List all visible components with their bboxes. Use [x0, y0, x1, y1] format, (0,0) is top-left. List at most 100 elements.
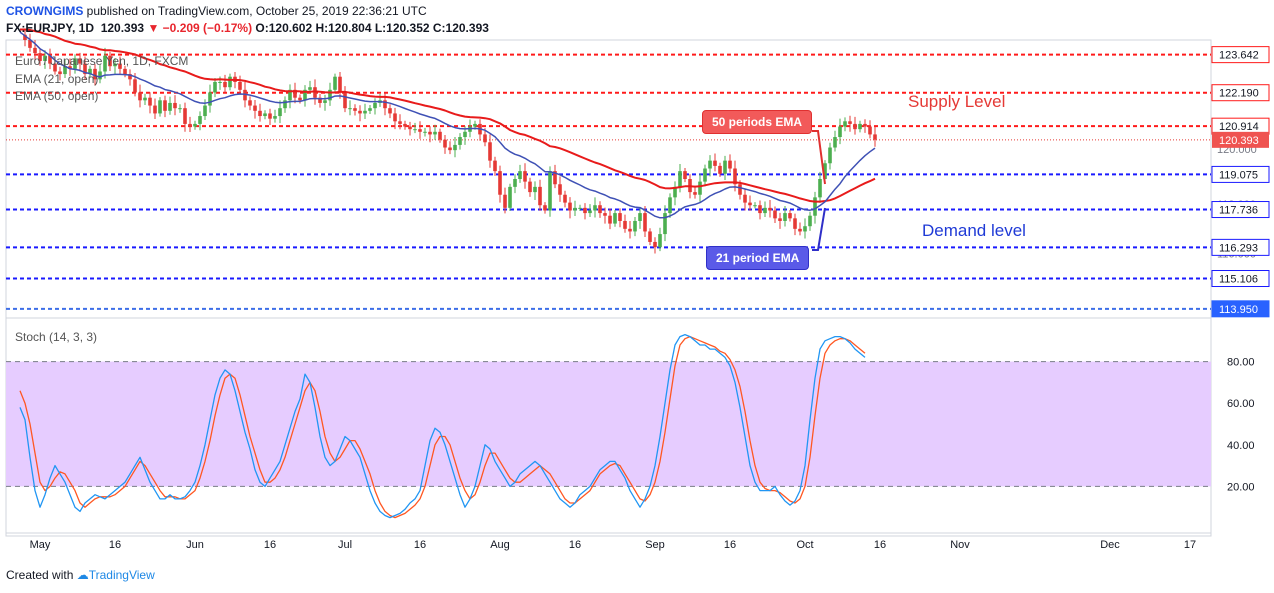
- candle-up: [828, 147, 832, 164]
- candle-up: [823, 163, 827, 179]
- candle-down: [853, 123, 857, 130]
- candle-down: [418, 129, 422, 132]
- price-pane: [5, 39, 1212, 319]
- candle-up: [663, 213, 667, 235]
- candle-down: [543, 205, 547, 211]
- candle-down: [788, 213, 792, 219]
- price-level-box: [1211, 46, 1270, 64]
- candle-up: [783, 213, 787, 221]
- candle-down: [618, 213, 622, 221]
- candle-up: [273, 116, 277, 119]
- candle-up: [818, 179, 822, 198]
- publish-header: CROWNGIMS published on TradingView.com, …: [6, 4, 427, 18]
- candle-down: [553, 171, 557, 185]
- footer-brand[interactable]: TradingView: [88, 568, 155, 582]
- candle-down: [623, 220, 627, 229]
- candle-up: [658, 234, 662, 248]
- legend-instrument[interactable]: Euro / Japanese Yen, 1D, FXCM: [15, 54, 189, 68]
- time-axis-label: Jun: [186, 539, 204, 551]
- candle-down: [248, 100, 252, 106]
- candle-up: [373, 102, 377, 109]
- stoch-axis-label: 40.00: [1227, 440, 1255, 452]
- symbol-name[interactable]: FX:EURJPY, 1D: [6, 21, 95, 35]
- price-change: −0.209 (−0.17%): [162, 21, 253, 35]
- candle-up: [808, 215, 812, 227]
- candle-up: [813, 197, 817, 216]
- candle-down: [408, 126, 412, 130]
- candle-up: [423, 131, 427, 133]
- candle-up: [278, 108, 282, 117]
- candle-down: [253, 105, 257, 111]
- candle-down: [568, 202, 572, 211]
- candle-up: [763, 207, 767, 214]
- candle-down: [78, 58, 82, 64]
- price-level-label: 122.190: [1219, 88, 1259, 100]
- price-level-box: [1211, 201, 1270, 219]
- candle-up: [513, 179, 517, 187]
- price-level-box: [1211, 165, 1270, 183]
- candle-up: [473, 123, 477, 127]
- candle-down: [48, 55, 52, 64]
- candle-down: [798, 228, 802, 232]
- candle-up: [288, 89, 292, 101]
- legend-ema21[interactable]: EMA (21, open): [15, 72, 99, 86]
- candle-down: [38, 53, 42, 61]
- time-axis-label: 16: [569, 539, 581, 551]
- time-axis-label: 16: [414, 539, 426, 551]
- candle-down: [268, 113, 272, 119]
- candle-down: [188, 123, 192, 127]
- candle-down: [643, 213, 647, 232]
- candle-down: [653, 241, 657, 248]
- candle-down: [298, 97, 302, 101]
- candle-down: [563, 194, 567, 203]
- candle-down: [558, 184, 562, 195]
- candle-down: [53, 63, 57, 72]
- candle-down: [498, 171, 502, 195]
- candle-down: [778, 218, 782, 221]
- publish-info: published on TradingView.com, October 25…: [86, 4, 427, 18]
- candle-down: [583, 207, 587, 214]
- price-level-box: [1211, 238, 1270, 256]
- candle-up: [508, 186, 512, 208]
- ema50-callout-pointer: [812, 130, 826, 185]
- legend-stoch[interactable]: Stoch (14, 3, 3): [15, 330, 98, 344]
- ema50-line: [20, 28, 876, 203]
- candle-down: [223, 81, 227, 88]
- candle-down: [123, 68, 127, 75]
- candles: [23, 30, 877, 254]
- candle-up: [843, 121, 847, 127]
- candle-up: [43, 55, 47, 61]
- candle-down: [603, 213, 607, 216]
- candle-down: [318, 97, 322, 103]
- last-price-label: 120.393: [1219, 135, 1259, 147]
- legend-ema50[interactable]: EMA (50, open): [15, 89, 99, 103]
- ema50-callout: 50 periods EMA: [702, 110, 813, 134]
- candle-down: [538, 186, 542, 206]
- candle-up: [168, 102, 172, 111]
- time-axis-label: 16: [264, 539, 276, 551]
- candle-down: [713, 160, 717, 166]
- demand-level-label: Demand level: [922, 221, 1026, 240]
- candle-up: [228, 76, 232, 88]
- time-axis-label: 16: [874, 539, 886, 551]
- candle-down: [93, 68, 97, 80]
- candle-down: [443, 139, 447, 148]
- candle-up: [363, 110, 367, 114]
- candle-down: [493, 160, 497, 172]
- stoch-d-line: [19, 335, 866, 519]
- candle-down: [23, 34, 27, 40]
- candle-down: [648, 231, 652, 242]
- supply-level-label: Supply Level: [908, 92, 1006, 111]
- candle-down: [353, 108, 357, 111]
- candle-up: [193, 123, 197, 127]
- candle-up: [838, 126, 842, 138]
- candle-down: [438, 131, 442, 140]
- author-name[interactable]: CROWNGIMS: [6, 4, 84, 18]
- candle-up: [703, 168, 707, 182]
- price-level-label: 113.950: [1219, 304, 1258, 316]
- candle-down: [628, 228, 632, 232]
- candle-down: [868, 126, 872, 135]
- candle-down: [718, 165, 722, 174]
- candle-down: [243, 89, 247, 101]
